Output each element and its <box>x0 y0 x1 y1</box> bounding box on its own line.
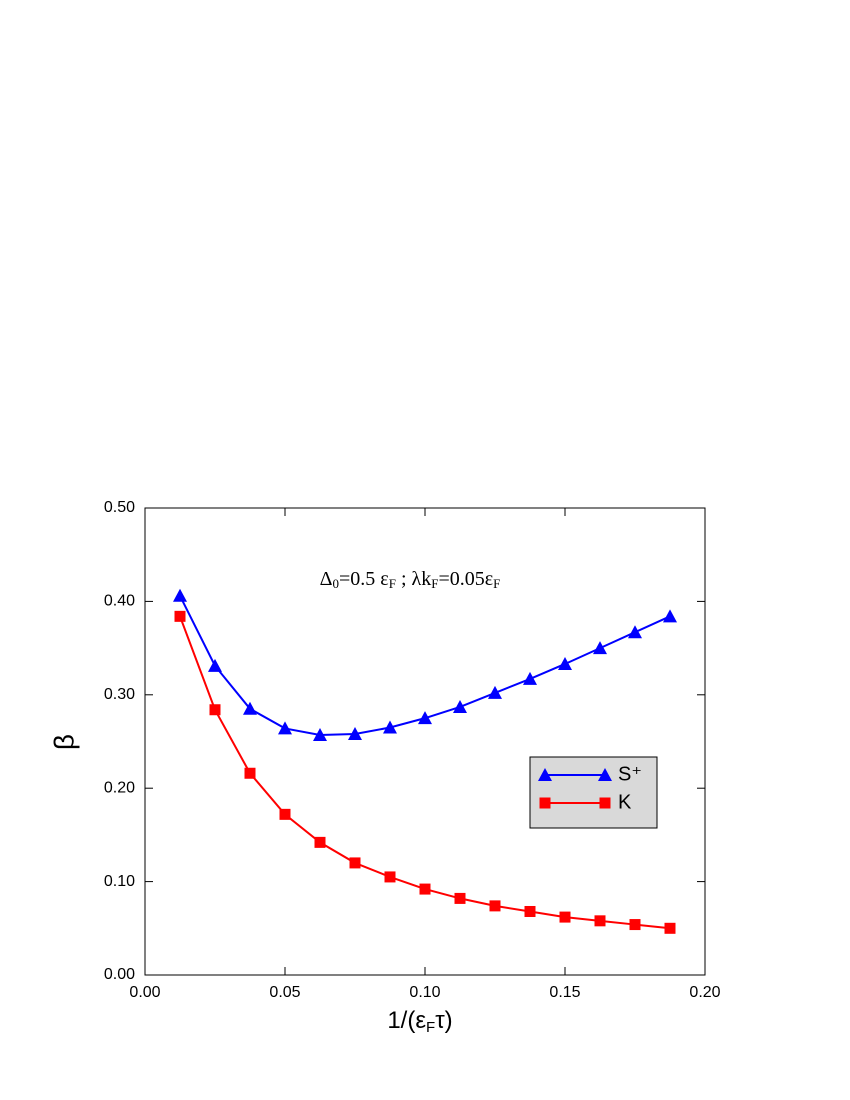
marker <box>208 658 222 672</box>
x-tick-label: 0.15 <box>549 984 580 1001</box>
annotation-sub: F <box>431 576 438 591</box>
marker <box>174 610 186 622</box>
marker <box>278 721 292 735</box>
legend-marker <box>598 768 612 781</box>
marker <box>419 883 431 895</box>
marker <box>279 808 291 820</box>
y-tick-label: 0.10 <box>104 873 135 890</box>
marker <box>454 892 466 904</box>
marker <box>384 871 396 883</box>
y-tick-label: 0.00 <box>104 966 135 983</box>
legend-marker <box>539 797 551 809</box>
marker <box>593 641 607 655</box>
y-tick-label: 0.20 <box>104 779 135 796</box>
marker <box>594 915 606 927</box>
marker <box>383 720 397 734</box>
legend-label: K <box>618 791 632 813</box>
y-axis-label: β <box>48 734 79 750</box>
marker <box>244 767 256 779</box>
marker <box>558 656 572 670</box>
y-tick-label: 0.40 <box>104 593 135 610</box>
marker <box>348 727 362 741</box>
annotation-sub: F <box>493 576 500 591</box>
x-tick-label: 0.10 <box>409 984 440 1001</box>
annotation-part: ; λk <box>396 568 431 590</box>
x-axis-label: 1/(εFτ) <box>387 1007 452 1036</box>
marker <box>453 699 467 713</box>
marker <box>523 671 537 685</box>
marker <box>243 701 257 715</box>
marker <box>314 836 326 848</box>
x-label-part: 1/(ε <box>387 1007 426 1034</box>
marker <box>664 922 676 934</box>
x-tick-label: 0.00 <box>129 984 160 1001</box>
marker <box>488 685 502 699</box>
marker <box>524 905 536 917</box>
annotation-sub: 0 <box>333 576 340 591</box>
legend-marker <box>538 768 552 781</box>
annotation: Δ0=0.5 εF ; λkF=0.05εF <box>320 568 501 591</box>
x-tick-label: 0.05 <box>269 984 300 1001</box>
marker <box>629 919 641 931</box>
marker <box>628 625 642 639</box>
marker <box>559 911 571 923</box>
y-tick-label: 0.50 <box>104 499 135 516</box>
marker <box>349 857 361 869</box>
marker <box>489 900 501 912</box>
legend-label: S⁺ <box>618 763 642 785</box>
marker <box>209 704 221 716</box>
annotation-part: Δ <box>320 568 333 590</box>
annotation-sub: F <box>389 576 396 591</box>
legend-box <box>529 756 658 829</box>
marker <box>663 609 677 623</box>
y-tick-label: 0.30 <box>104 686 135 703</box>
annotation-part: =0.05ε <box>438 568 493 590</box>
marker <box>313 727 327 741</box>
x-label-part: τ) <box>435 1007 452 1034</box>
x-label-sub: F <box>426 1019 435 1036</box>
legend-marker <box>599 797 611 809</box>
x-tick-label: 0.20 <box>689 984 720 1001</box>
annotation-part: =0.5 ε <box>339 568 389 590</box>
marker <box>173 588 187 602</box>
marker <box>418 711 432 725</box>
